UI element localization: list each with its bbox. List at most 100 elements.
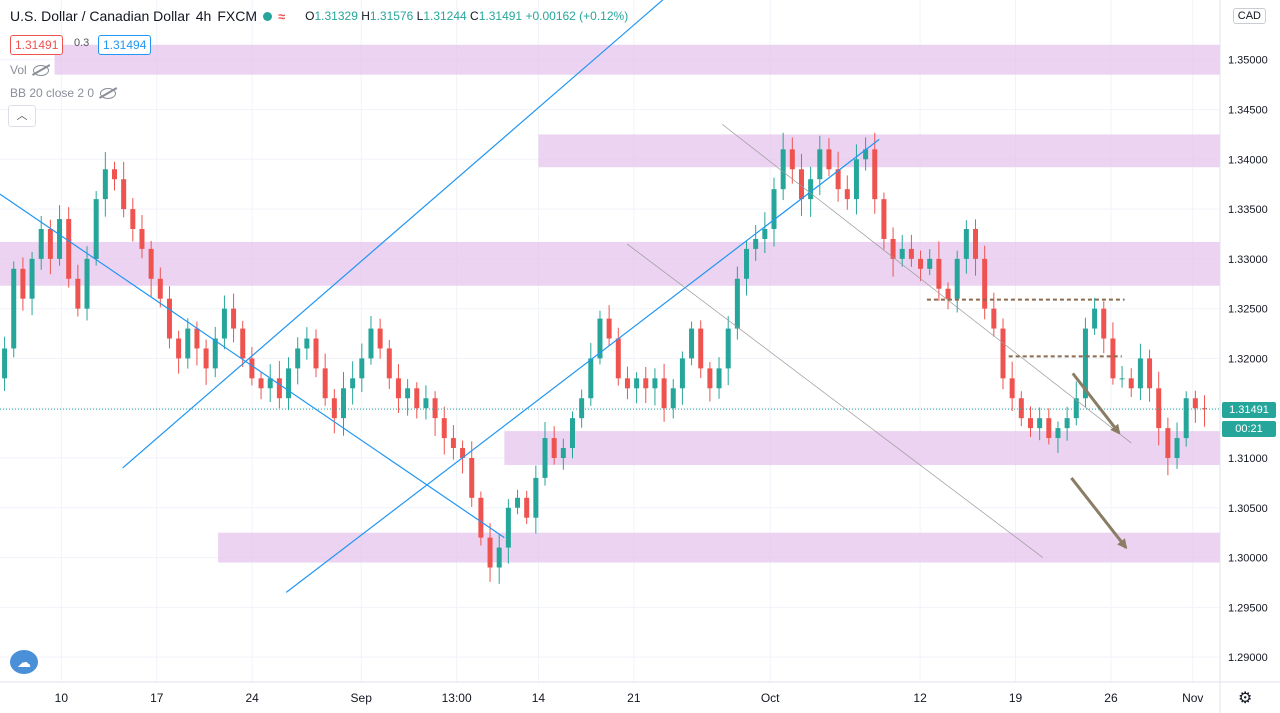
candle-body	[1092, 308, 1098, 329]
candle-body	[194, 328, 200, 349]
indicator-bb[interactable]: BB 20 close 2 0	[10, 86, 117, 100]
hidden-eye-icon[interactable]	[32, 64, 49, 76]
ohlc-readout: O1.31329 H1.31576 L1.31244 C1.31491 +0.0…	[305, 9, 629, 23]
market-open-icon	[263, 11, 272, 21]
candle-body	[698, 328, 704, 369]
candle-body	[75, 278, 81, 309]
candle-body	[1082, 328, 1088, 399]
candle-body	[899, 248, 905, 259]
candle-body	[1128, 378, 1134, 389]
candle-body	[20, 268, 26, 299]
spread-value: 0.3	[74, 37, 90, 49]
candle-body	[276, 378, 282, 399]
symbol-name[interactable]: U.S. Dollar / Canadian Dollar	[10, 8, 190, 24]
candle-body	[313, 338, 319, 369]
candle-body	[597, 318, 603, 359]
y-tick-label: 1.35000	[1228, 55, 1268, 67]
y-tick-label: 1.33500	[1228, 204, 1268, 216]
candle-body	[386, 348, 392, 379]
candle-body	[322, 368, 328, 399]
trendline	[122, 0, 664, 469]
buy-button[interactable]: 1.31494	[98, 35, 152, 55]
candle-body	[331, 398, 337, 419]
candle-body	[460, 448, 466, 458]
forecast-arrow	[1071, 372, 1121, 435]
candle-body	[863, 149, 869, 160]
candle-body	[176, 338, 182, 359]
bar-countdown: 00:21	[1222, 421, 1276, 437]
symbol-header: U.S. Dollar / Canadian Dollar 4h FXCM ≈ …	[10, 8, 628, 24]
candle-body	[1064, 418, 1070, 429]
x-tick-label: 24	[245, 691, 259, 705]
candle-body	[423, 398, 429, 409]
candle-body	[945, 288, 951, 299]
candle-body	[203, 348, 209, 369]
candle-body	[1202, 408, 1208, 410]
currency-label[interactable]: CAD	[1232, 8, 1266, 24]
candle-body	[1073, 398, 1079, 419]
candle-body	[121, 179, 127, 210]
candle-body	[753, 238, 759, 249]
candle-body	[789, 149, 795, 170]
candle-body	[1000, 328, 1006, 379]
candle-body	[908, 248, 914, 259]
candle-body	[844, 189, 850, 200]
candle-body	[579, 398, 585, 419]
candle-body	[2, 348, 8, 379]
candle-body	[1101, 308, 1107, 339]
collapse-legend-button[interactable]: ︿	[8, 105, 36, 127]
y-tick-label: 1.30000	[1228, 553, 1268, 565]
candle-body	[725, 328, 731, 369]
candle-body	[240, 328, 246, 359]
candle-body	[450, 438, 456, 449]
candle-body	[166, 298, 172, 339]
candle-body	[212, 338, 218, 369]
candle-body	[1156, 388, 1162, 429]
candle-body	[927, 258, 933, 269]
candle-body	[377, 328, 383, 349]
y-tick-label: 1.29500	[1228, 602, 1268, 614]
candle-body	[881, 199, 887, 239]
candle-body	[533, 477, 539, 518]
x-tick-label: 26	[1104, 691, 1118, 705]
tradingview-logo-icon[interactable]: ☁	[10, 650, 38, 674]
candle-body	[707, 368, 713, 389]
candle-body	[771, 189, 777, 229]
candle-body	[524, 497, 530, 518]
x-tick-label: Sep	[351, 691, 373, 705]
candle-body	[359, 358, 365, 379]
candle-body	[368, 328, 374, 359]
candle-body	[652, 378, 658, 389]
candle-body	[973, 228, 979, 259]
candle-body	[469, 457, 475, 498]
candle-body	[185, 328, 191, 359]
x-tick-label: 21	[627, 691, 641, 705]
candle-body	[1055, 428, 1061, 439]
candle-body	[1037, 418, 1043, 429]
trendline	[285, 138, 880, 593]
y-tick-label: 1.32000	[1228, 353, 1268, 365]
candle-body	[762, 228, 768, 239]
candle-body	[560, 448, 566, 458]
candle-body	[496, 547, 502, 568]
interval-label[interactable]: 4h	[195, 8, 212, 24]
candle-body	[826, 149, 832, 170]
candle-body	[130, 209, 136, 229]
candle-body	[1183, 398, 1189, 439]
candle-body	[350, 378, 356, 389]
candle-body	[29, 258, 35, 299]
indicator-vol[interactable]: Vol	[10, 63, 49, 77]
x-tick-label: 17	[150, 691, 164, 705]
candle-body	[405, 388, 411, 399]
hidden-eye-icon[interactable]	[100, 87, 117, 99]
candle-body	[157, 278, 163, 299]
channel-line	[722, 124, 1132, 444]
supply-demand-zone	[538, 134, 1220, 168]
settings-gear-icon[interactable]: ⚙	[1238, 690, 1253, 707]
candle-body	[38, 228, 44, 259]
candle-body	[853, 159, 859, 200]
candle-body	[47, 228, 53, 259]
candle-body	[139, 228, 145, 249]
sell-button[interactable]: 1.31491	[10, 35, 64, 55]
